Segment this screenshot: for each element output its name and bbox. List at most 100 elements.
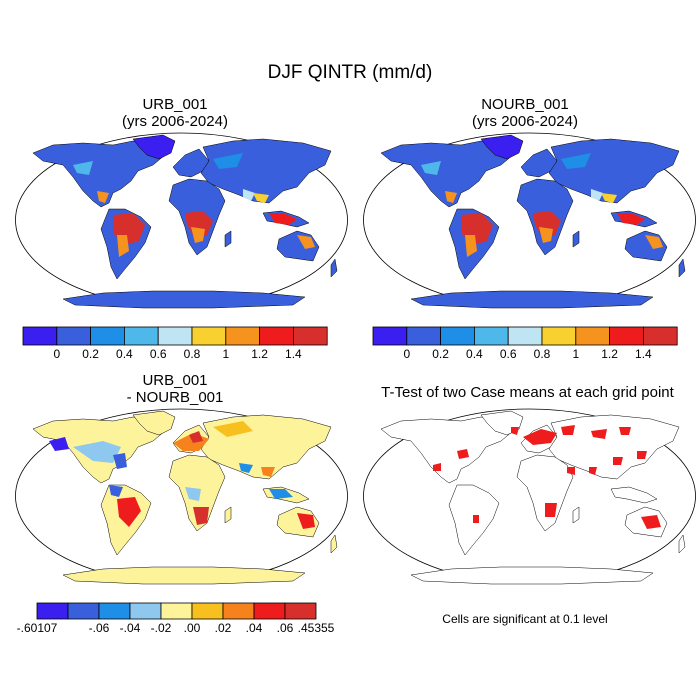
field-region [465,235,477,257]
land-africa [516,454,574,532]
field-region [561,153,591,169]
land-newzealand [330,534,338,554]
difference-region [117,497,141,527]
difference-region [297,513,315,529]
land-greenland [132,410,176,436]
panel-title-urb-line1: URB_001 [142,96,208,113]
significant-cell [637,451,647,459]
colorbar-tick-label: -.06 [89,621,110,635]
field-region [73,161,93,175]
colorbar-nourb: 0 0.2 0.4 0.6 0.8 1 1.2 1.4 [372,326,678,361]
difference-region [193,507,209,525]
panel-title-urb: URB_001 (yrs 2006-2024) [5,96,345,130]
land-antarctica [62,566,306,585]
difference-region [73,441,121,463]
panel-title-nourb-line1: NOURB_001 [481,96,569,113]
colorbar-tick-label: .45355 [298,621,335,635]
difference-region [213,421,253,437]
difference-region [269,489,293,499]
difference-region [113,453,127,469]
colorbar-swatch [259,326,294,346]
colorbar-swatch [474,326,509,346]
panel-title-ttest: T-Test of two Case means at each grid po… [381,384,674,401]
colorbar-tick-label: .04 [246,621,263,635]
significance-note: Cells are significant at 0.1 level [442,612,608,626]
colorbar-swatch [609,326,644,346]
difference-region [185,487,201,501]
land-antarctica [410,566,654,585]
field-region [269,213,297,225]
map-difference [15,408,348,585]
colorbar-swatch [124,326,159,346]
field-region [253,193,269,203]
land-asia [548,414,680,480]
significant-cell [473,515,479,523]
colorbar-tick-label: 1.4 [285,347,302,361]
significant-cell [561,425,575,435]
colorbar-tick-label: .02 [215,621,232,635]
difference-region [239,463,253,473]
land-madagascar [224,230,232,248]
land-greenland [480,134,524,160]
figure-title: DJF QINTR (mm/d) [267,62,433,83]
field-region [117,235,129,257]
colorbar-swatch [98,602,131,620]
colorbar-swatch [22,326,58,346]
colorbar-tick-label: 0.8 [184,347,201,361]
colorbar-tick-label: 1.2 [601,347,618,361]
difference-region [189,431,203,443]
colorbar-tick-label: 0.6 [150,347,167,361]
field-region [191,227,205,243]
panel-title-diff-line2: - NOURB_001 [126,389,224,406]
significant-cell [511,427,519,435]
field-region [297,235,315,249]
land-madagascar [572,230,580,248]
colorbar-tick-label: 0 [53,347,60,361]
land-namerica [32,140,166,208]
colorbar-swatch [372,326,408,346]
significant-cell [523,429,557,445]
colorbar-swatch [67,602,100,620]
land-madagascar [224,506,232,524]
colorbar-swatch [160,602,193,620]
colorbar-swatch [36,602,69,620]
land-greenland [132,134,176,160]
map-ttest [363,408,696,585]
colorbar-swatch [129,602,162,620]
difference-region [49,437,69,451]
colorbar-tick-label: -.60107 [17,621,58,635]
colorbar-swatch [507,326,543,346]
field-region [617,213,645,225]
land-newzealand [678,258,686,278]
colorbar-tick-label: 0.4 [116,347,133,361]
panel-title-diff-line1: URB_001 [142,372,208,389]
colorbar-tick-label: 0.2 [82,347,99,361]
field-region [601,193,617,203]
map-nourb [363,132,696,309]
land-newzealand [678,534,686,554]
colorbar-swatch [191,326,227,346]
difference-region [261,467,275,477]
colorbar-tick-label: 1.4 [635,347,652,361]
land-antarctica [62,290,306,309]
significant-cell [589,467,597,475]
colorbar-swatch [253,602,286,620]
field-region [213,153,243,169]
field-region [645,235,663,249]
colorbar-tick-label: 1.2 [251,347,268,361]
significant-cell [591,429,607,439]
colorbar-tick-label: 1 [222,347,229,361]
field-region [243,189,255,201]
colorbar-diff: -.60107 -.06 -.04 -.02 .00 .02 .04 .06 .45355 [17,602,335,635]
land-indonesia [610,486,658,504]
colorbar-swatch [292,326,328,346]
colorbar-swatch [440,326,475,346]
panel-title-nourb: NOURB_001 (yrs 2006-2024) [355,96,695,130]
significant-cell [619,427,631,435]
land-namerica [380,416,514,484]
colorbar-swatch [284,602,317,620]
significant-cell [545,503,557,517]
colorbar-swatch [541,326,577,346]
colorbar-swatch [575,326,611,346]
field-region [591,189,603,201]
